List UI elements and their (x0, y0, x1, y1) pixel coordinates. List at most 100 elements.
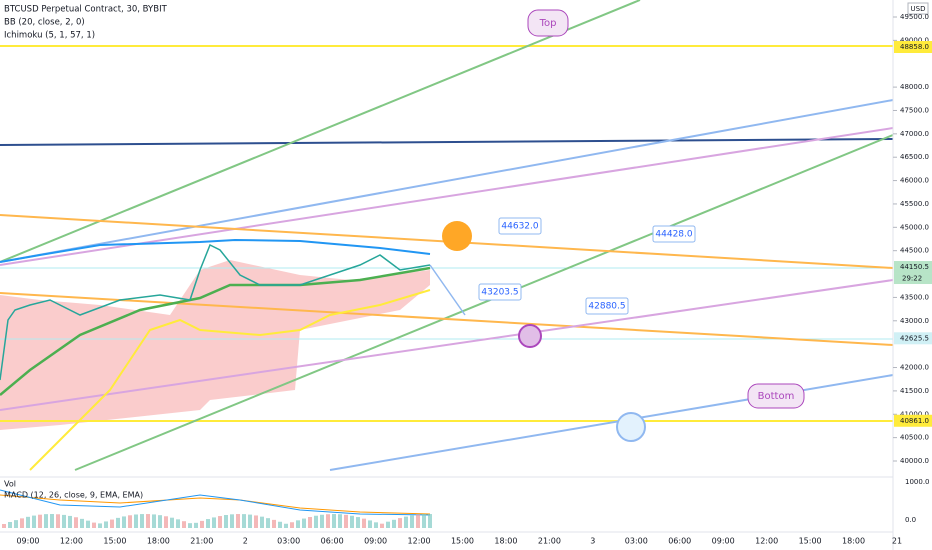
volume-bar (404, 516, 408, 528)
volume-bar (104, 521, 108, 528)
volume-bar (56, 514, 60, 528)
price-tick-label: 46500.0 (900, 153, 929, 161)
price-tick-label: 41500.0 (900, 387, 929, 395)
price-tick-label: 44500.0 (900, 247, 929, 255)
macd-tick: 1000.0 (905, 478, 930, 486)
volume-bar (14, 520, 18, 528)
volume-bar (350, 515, 354, 528)
volume-bar (140, 514, 144, 528)
volume-bar (224, 515, 228, 528)
countdown: 29:22 (902, 275, 922, 283)
volume-bar (218, 516, 222, 528)
volume-bar (302, 518, 306, 528)
arrow-line (429, 264, 466, 316)
trend-line (0, 138, 894, 146)
volume-bar (134, 514, 138, 528)
volume-bar (386, 521, 390, 528)
volume-bar (368, 520, 372, 528)
top-label: Top (539, 18, 557, 29)
price-tick-label: 46000.0 (900, 177, 929, 185)
volume-bar (362, 518, 366, 528)
macd-tick: 0.0 (905, 516, 916, 524)
time-tick-label: 09:00 (364, 537, 387, 546)
volume-bar (284, 523, 288, 528)
bb-legend: BB (20, close, 2, 0) (4, 18, 85, 28)
price-tick-label: 45000.0 (900, 223, 929, 231)
price-marker-label: 40861.0 (900, 417, 929, 425)
volume-bar (290, 522, 294, 528)
time-tick-label: 15:00 (799, 537, 822, 546)
time-tick-label: 15:00 (451, 537, 474, 546)
volume-bar (398, 518, 402, 528)
price-marker-label: 48858.0 (900, 43, 929, 51)
time-tick-label: 06:00 (668, 537, 691, 546)
volume-bar (410, 515, 414, 528)
currency: USD (911, 5, 926, 13)
symbol: BTCUSD Perpetual Contract, 30, BYBIT (4, 5, 168, 15)
volume-bar (296, 520, 300, 528)
price-marker-bg (894, 41, 932, 54)
price-tick-label: 47500.0 (900, 106, 929, 114)
ichimoku-legend: Ichimoku (5, 1, 57, 1) (4, 31, 95, 41)
callouts: 44632.0 44428.0 43203.5 42880.5 (478, 217, 696, 315)
bb-upper (0, 238, 431, 263)
price-tick-label: 40000.0 (900, 457, 929, 465)
volume-bar (128, 515, 132, 528)
volume-bar (86, 520, 90, 528)
volume-bar (248, 514, 252, 528)
volume-bar (344, 514, 348, 528)
time-tick-label: 12:00 (408, 537, 431, 546)
volume-bar (314, 515, 318, 528)
callout-label: 42880.5 (588, 302, 625, 312)
ichimoku-cloud (0, 260, 430, 430)
price-marker-label: 42625.5 (900, 334, 929, 342)
volume-bar (392, 519, 396, 528)
price-marker-bg (894, 414, 932, 427)
volume-bar (242, 514, 246, 528)
time-tick-label: 09:00 (712, 537, 735, 546)
time-tick-label: 12:00 (755, 537, 778, 546)
price-tick-label: 45500.0 (900, 200, 929, 208)
volume-bar (320, 514, 324, 528)
volume-bar (110, 519, 114, 528)
trend-line (0, 127, 894, 266)
time-tick-label: 2 (243, 537, 248, 546)
neutral-icon (518, 324, 542, 348)
price-marker-bg (894, 261, 932, 274)
volume-bar (176, 519, 180, 528)
countdown-bg (894, 273, 932, 285)
callout-box (498, 217, 542, 235)
price-marker-bg (894, 332, 932, 345)
callout-label: 44428.0 (655, 230, 692, 240)
volume-bar (62, 514, 66, 528)
bottom-label: Bottom (758, 391, 795, 402)
volume-bar (68, 515, 72, 528)
callout-box (652, 225, 696, 243)
callout-label: 43203.5 (481, 288, 518, 298)
volume-bar (308, 517, 312, 528)
callout-label: 44632.0 (501, 222, 538, 232)
lagging-span (29, 289, 431, 471)
volume-bar (272, 519, 276, 528)
trend-line (0, 0, 641, 263)
volume-bar (152, 514, 156, 528)
price-tick-label: 43000.0 (900, 317, 929, 325)
volume-bar (338, 514, 342, 528)
volume-bar (32, 515, 36, 528)
base-line (0, 266, 431, 396)
time-tick-label: 18:00 (147, 537, 170, 546)
time-tick-label: 21:00 (538, 537, 561, 546)
volume-bar (326, 514, 330, 528)
volume-bar (332, 514, 336, 528)
volume-bar (374, 522, 378, 528)
time-tick-label: 15:00 (103, 537, 126, 546)
vol-label: Vol (4, 480, 16, 489)
trend-line (74, 134, 894, 471)
time-tick-label: 03:00 (277, 537, 300, 546)
volume-bar (182, 521, 186, 528)
time-tick-label: 3 (590, 537, 595, 546)
trend-line (0, 99, 894, 263)
volume-bar (164, 516, 168, 528)
